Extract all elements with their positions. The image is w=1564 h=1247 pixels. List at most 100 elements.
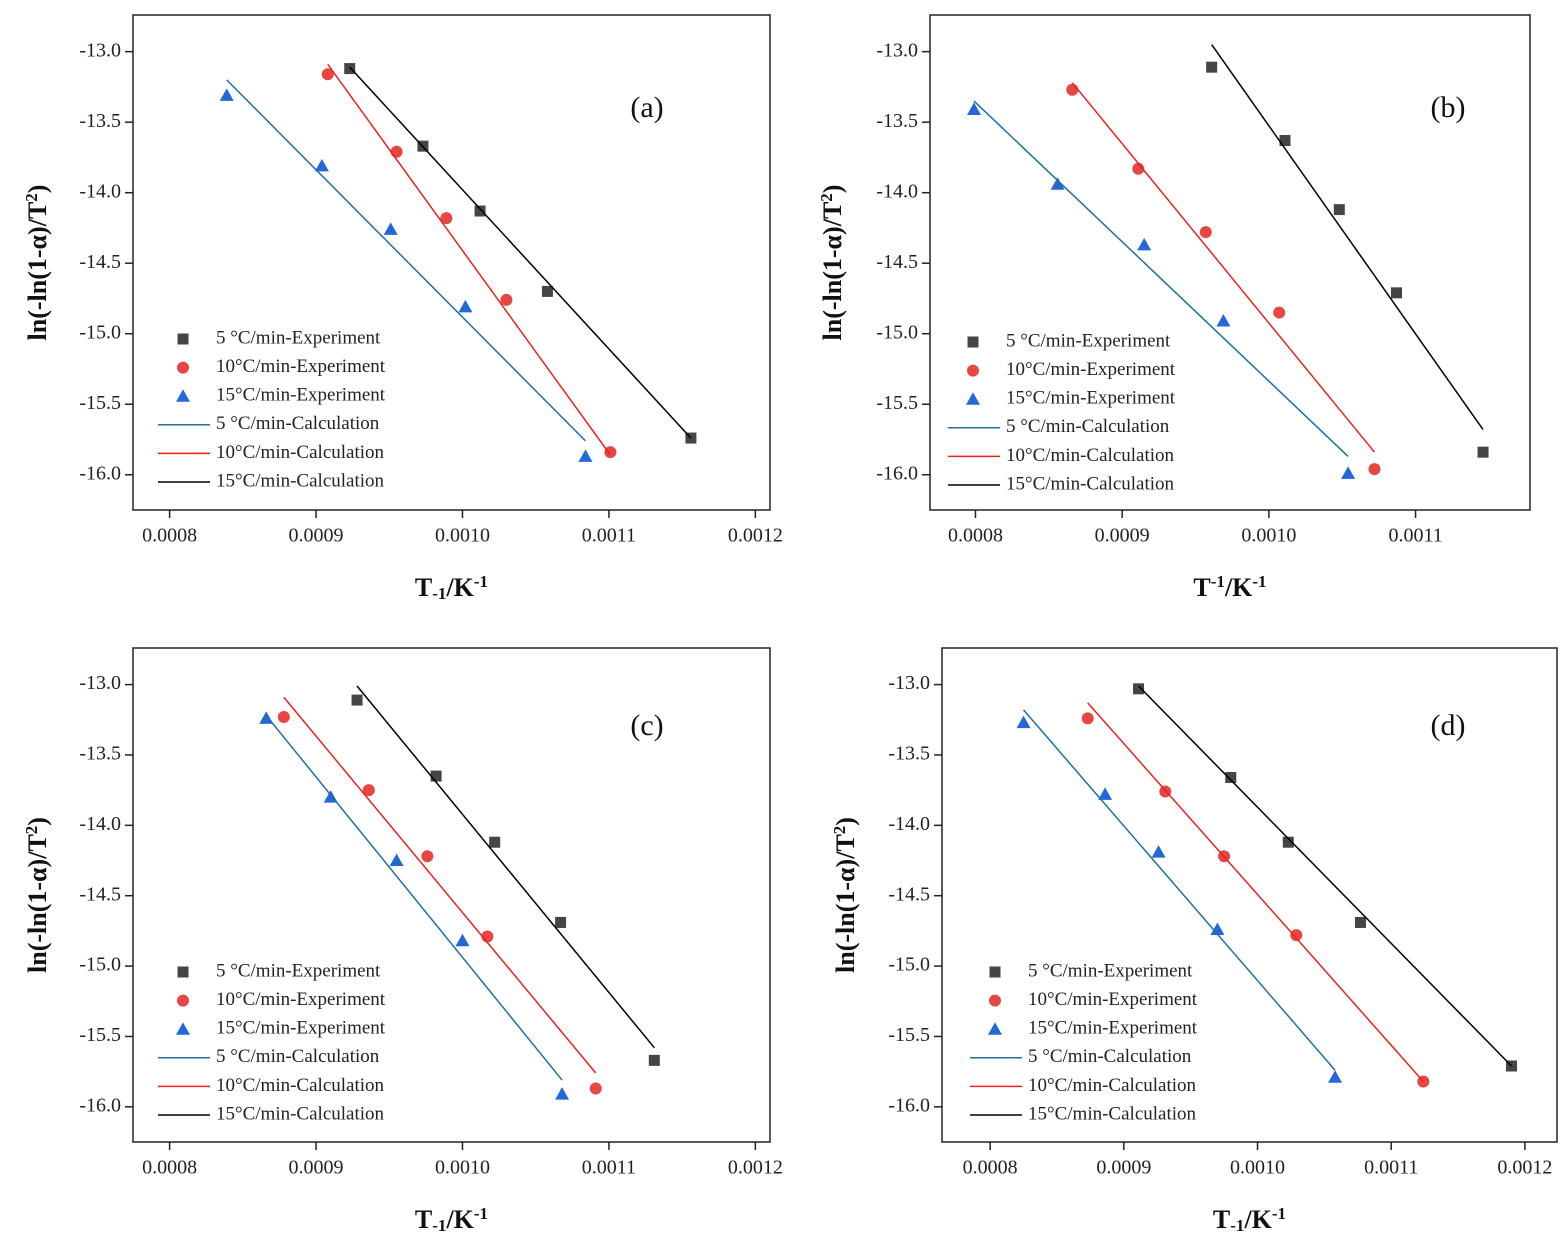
- subplot: 0.0008 0.0009 0.0010 0.0011 0.0012 -13.0 -13.5…: [830, 647, 1558, 1235]
- legend-marker: [177, 966, 189, 978]
- data-point: [1133, 683, 1145, 695]
- y-tick-label: -14.0: [79, 813, 121, 835]
- x-tick-label: 0.0008: [963, 1157, 1018, 1179]
- data-point: [1206, 61, 1218, 73]
- x-axis-label-part: /K: [1243, 1205, 1272, 1234]
- data-point: [500, 293, 513, 306]
- data-point: [1137, 237, 1152, 251]
- legend-marker: [177, 994, 189, 1007]
- y-tick-label: -13.5: [876, 110, 918, 132]
- y-axis-label-part: ): [831, 817, 860, 826]
- x-tick-label: 0.0011: [582, 525, 636, 547]
- data-point: [604, 446, 617, 459]
- x-axis-label-part: -1: [1230, 1216, 1244, 1235]
- legend-marker: [967, 336, 979, 348]
- x-axis-label-part: /K: [445, 1205, 474, 1234]
- fit-line: [356, 685, 655, 1049]
- data-point: [1391, 287, 1403, 299]
- data-point: [1199, 226, 1212, 239]
- legend-label: 15°C/min-Experiment: [1028, 1018, 1198, 1039]
- legend-label: 10°C/min-Calculation: [1028, 1075, 1197, 1096]
- fit-line: [283, 696, 597, 1074]
- y-tick-label: -15.0: [79, 321, 121, 343]
- legend-label: 5 °C/min-Experiment: [216, 327, 381, 348]
- y-tick-label: -16.0: [876, 462, 918, 484]
- y-axis-label-part: 2: [22, 826, 41, 835]
- x-tick-label: 0.0008: [142, 1157, 197, 1179]
- x-axis-label-part: -1: [432, 1216, 446, 1235]
- data-point: [555, 916, 567, 928]
- y-axis-label: ln(-ln(1-α)/T2): [22, 817, 52, 973]
- fit-line: [1022, 709, 1336, 1071]
- legend-label: 10°C/min-Calculation: [216, 1075, 385, 1096]
- x-tick-label: 0.0009: [289, 525, 344, 547]
- data-point: [1273, 306, 1286, 319]
- legend-label: 5 °C/min-Calculation: [216, 1046, 380, 1067]
- x-axis-label: T-1/K-1: [415, 1204, 488, 1235]
- x-axis-label-part: T: [415, 573, 432, 602]
- data-point: [390, 145, 403, 158]
- legend-label: 10°C/min-Experiment: [216, 356, 386, 377]
- x-axis-label: T-1/K-1: [1213, 1204, 1286, 1235]
- data-point: [648, 1054, 660, 1066]
- legend-label: 10°C/min-Experiment: [1006, 359, 1176, 380]
- data-point: [421, 850, 434, 863]
- data-point: [1216, 314, 1231, 327]
- y-axis-label-part: ln(-ln(1-α)/T: [831, 834, 860, 973]
- y-axis-label: ln(-ln(1-α)/T2): [22, 185, 52, 341]
- y-tick-label: -13.0: [79, 39, 121, 61]
- y-tick-label: -14.0: [888, 813, 930, 835]
- y-tick-label: -13.0: [79, 672, 121, 694]
- y-tick-label: -13.0: [876, 39, 918, 61]
- data-point: [1081, 712, 1094, 725]
- legend-label: 5 °C/min-Calculation: [216, 413, 380, 434]
- y-axis-label-part: ln(-ln(1-α)/T: [23, 202, 52, 341]
- y-tick-label: -16.0: [79, 462, 121, 484]
- data-point: [1066, 83, 1079, 96]
- y-tick-label: -15.5: [79, 392, 121, 414]
- data-point: [1333, 204, 1345, 216]
- fit-line: [327, 63, 611, 456]
- x-tick-label: 0.0010: [435, 525, 490, 547]
- fit-line: [1087, 702, 1424, 1082]
- data-point: [351, 694, 363, 706]
- x-tick-label: 0.0012: [1497, 1157, 1552, 1179]
- x-tick-label: 0.0009: [289, 1157, 344, 1179]
- data-point: [344, 63, 356, 75]
- data-point: [474, 205, 486, 217]
- data-point: [1132, 162, 1145, 175]
- data-point: [1328, 1070, 1343, 1083]
- x-tick-label: 0.0011: [1364, 1157, 1418, 1179]
- legend-label: 10°C/min-Experiment: [1028, 989, 1198, 1010]
- x-axis-label-part: /K: [1224, 573, 1253, 602]
- data-point: [1225, 771, 1237, 783]
- fit-line: [1137, 685, 1513, 1067]
- data-point: [541, 285, 553, 297]
- data-point: [589, 1082, 602, 1095]
- y-axis-label: ln(-ln(1-α)/T2): [817, 185, 847, 341]
- data-point: [277, 710, 290, 723]
- plot-frame: [132, 647, 771, 1143]
- data-point: [555, 1087, 570, 1100]
- data-point: [489, 836, 501, 848]
- legend-label: 10°C/min-Calculation: [216, 442, 385, 463]
- legend-label: 15°C/min-Calculation: [1006, 473, 1175, 494]
- fit-line: [226, 79, 587, 442]
- data-point: [1368, 463, 1381, 476]
- x-tick-label: 0.0010: [1241, 525, 1296, 547]
- data-point: [1050, 177, 1065, 190]
- data-point: [430, 770, 442, 782]
- fit-line: [973, 100, 1349, 457]
- legend-label: 15°C/min-Calculation: [216, 1103, 385, 1124]
- data-point: [389, 853, 404, 867]
- data-point: [1016, 715, 1031, 729]
- x-tick-label: 0.0008: [948, 525, 1003, 547]
- y-tick-label: -13.0: [888, 672, 930, 694]
- y-axis-label-part: ln(-ln(1-α)/T: [23, 834, 52, 973]
- x-tick-label: 0.0010: [1230, 1157, 1285, 1179]
- y-tick-label: -15.0: [876, 321, 918, 343]
- y-axis-label-part: 2: [830, 826, 849, 835]
- legend-marker: [177, 361, 189, 374]
